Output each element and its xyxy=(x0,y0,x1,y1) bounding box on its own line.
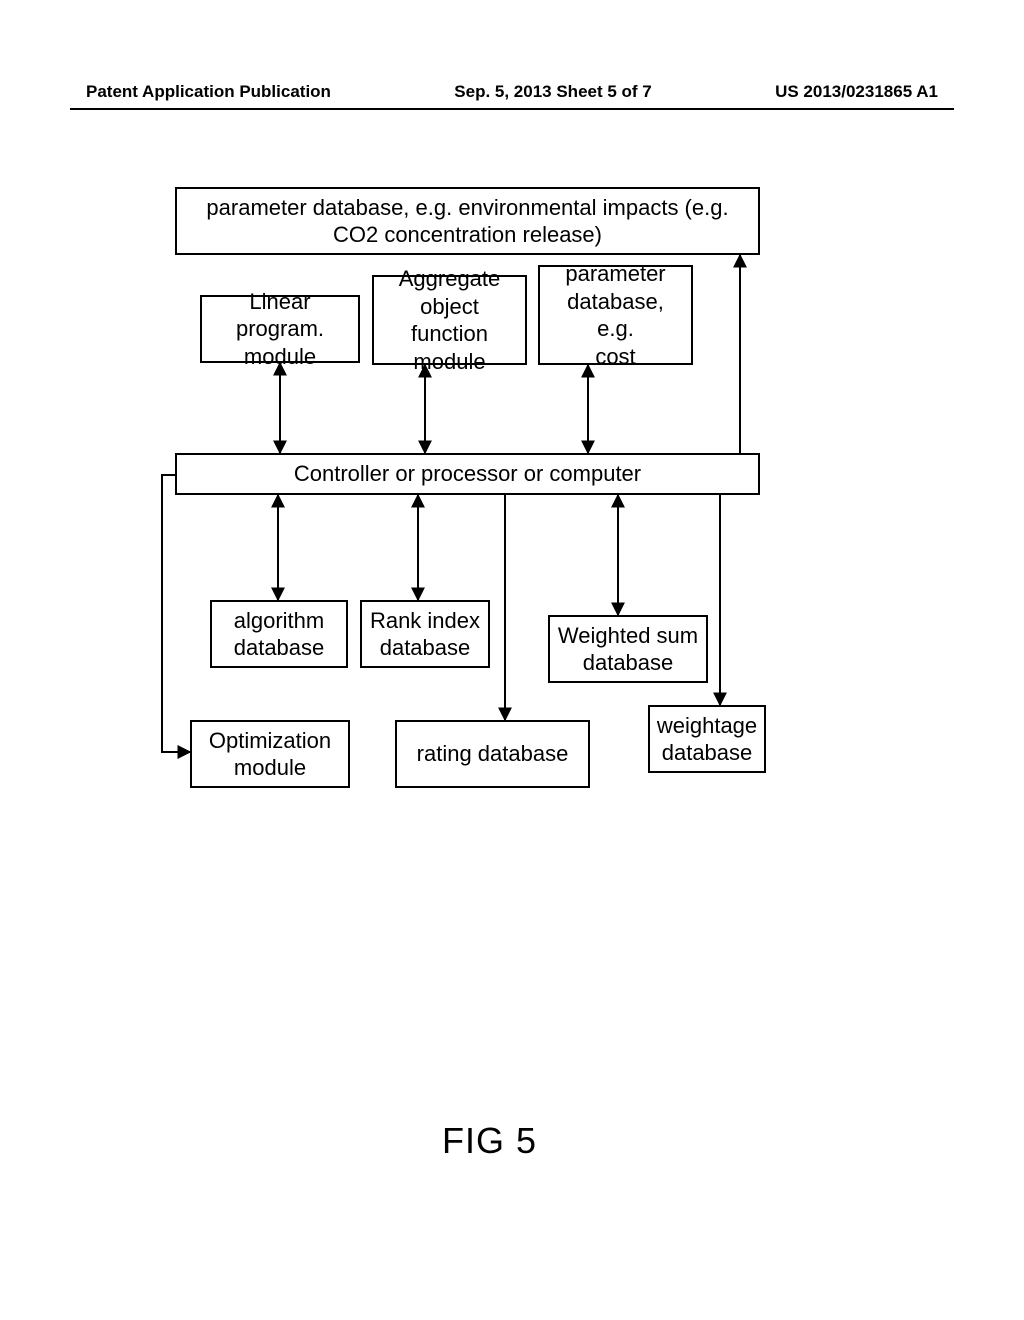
page-header: Patent Application Publication Sep. 5, 2… xyxy=(86,82,938,102)
box-controller: Controller or processor or computer xyxy=(175,453,760,495)
figure-label: FIG 5 xyxy=(442,1120,537,1162)
box-opt: Optimization module xyxy=(190,720,350,788)
box-algo: algorithm database xyxy=(210,600,348,668)
box-weighted: Weighted sum database xyxy=(548,615,708,683)
box-param_env: parameter database, e.g. environmental i… xyxy=(175,187,760,255)
box-rankidx: Rank index database xyxy=(360,600,490,668)
header-rule xyxy=(70,108,954,110)
box-linear: Linear program. module xyxy=(200,295,360,363)
box-rating: rating database xyxy=(395,720,590,788)
box-param_cost: parameter database, e.g. cost xyxy=(538,265,693,365)
box-aggregate: Aggregate object function module xyxy=(372,275,527,365)
box-weightage: weightage database xyxy=(648,705,766,773)
header-right: US 2013/0231865 A1 xyxy=(775,82,938,102)
header-center: Sep. 5, 2013 Sheet 5 of 7 xyxy=(454,82,651,102)
header-left: Patent Application Publication xyxy=(86,82,331,102)
